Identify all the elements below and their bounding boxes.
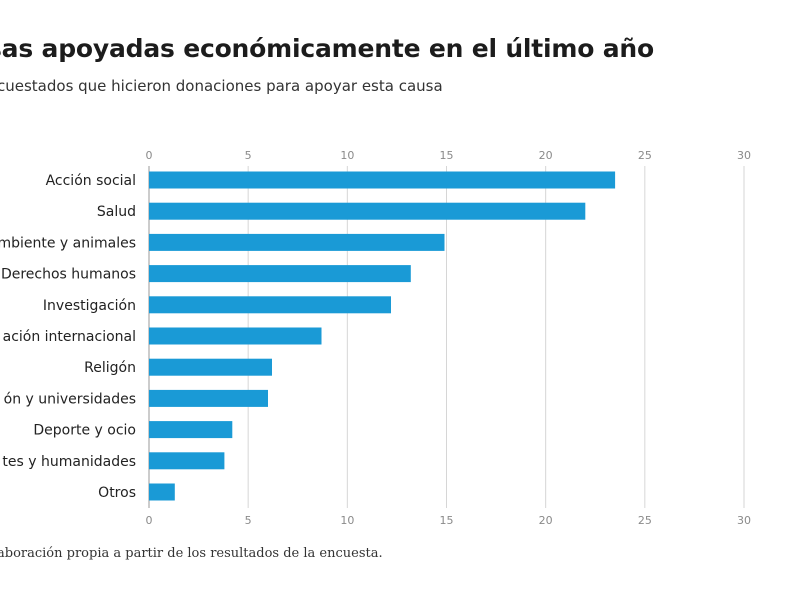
source-note: aboración propia a partir de los resulta… bbox=[0, 546, 383, 561]
category-label: Derechos humanos bbox=[1, 267, 136, 283]
x-tick-label-bottom: 30 bbox=[737, 514, 751, 527]
chart-subtitle: cuestados que hicieron donaciones para a… bbox=[0, 77, 443, 95]
x-tick-label-top: 30 bbox=[737, 149, 751, 162]
chart-title: sas apoyadas económicamente en el último… bbox=[0, 34, 654, 63]
x-tick-label-top: 20 bbox=[539, 149, 553, 162]
bar bbox=[149, 202, 586, 220]
category-label: ación internacional bbox=[3, 329, 136, 345]
bar bbox=[149, 265, 411, 283]
x-tick-label-top: 15 bbox=[440, 149, 454, 162]
x-tick-label-top: 5 bbox=[245, 149, 252, 162]
x-tick-label-bottom: 0 bbox=[146, 514, 153, 527]
x-tick-label-top: 0 bbox=[146, 149, 153, 162]
bar bbox=[149, 171, 616, 189]
category-label: Salud bbox=[97, 204, 136, 220]
bar bbox=[149, 296, 391, 314]
category-label: tes y humanidades bbox=[2, 454, 136, 470]
x-tick-label-top: 25 bbox=[638, 149, 652, 162]
category-label: Otros bbox=[98, 485, 136, 501]
tick-layer: 0 0 5 5 10 10 15 15 20 20 25 25 30 30 bbox=[146, 149, 752, 527]
category-label: Religón bbox=[84, 360, 136, 376]
bar bbox=[149, 483, 175, 501]
bar bbox=[149, 452, 225, 470]
category-label: ón y universidades bbox=[4, 391, 136, 407]
x-tick-label-top: 10 bbox=[340, 149, 354, 162]
bar bbox=[149, 358, 272, 376]
x-tick-label-bottom: 25 bbox=[638, 514, 652, 527]
bar bbox=[149, 233, 445, 251]
category-label: Deporte y ocio bbox=[33, 423, 136, 439]
bar bbox=[149, 327, 322, 345]
category-label: Investigación bbox=[43, 298, 136, 314]
bar bbox=[149, 421, 233, 439]
category-label-layer: Acción social Salud mbiente y animales Dere… bbox=[0, 173, 136, 501]
x-tick-label-bottom: 5 bbox=[245, 514, 252, 527]
bar bbox=[149, 389, 268, 407]
x-tick-label-bottom: 20 bbox=[539, 514, 553, 527]
category-label: Acción social bbox=[46, 173, 136, 189]
category-label: mbiente y animales bbox=[0, 235, 136, 251]
bar-layer bbox=[149, 171, 616, 501]
x-tick-label-bottom: 10 bbox=[340, 514, 354, 527]
x-tick-label-bottom: 15 bbox=[440, 514, 454, 527]
